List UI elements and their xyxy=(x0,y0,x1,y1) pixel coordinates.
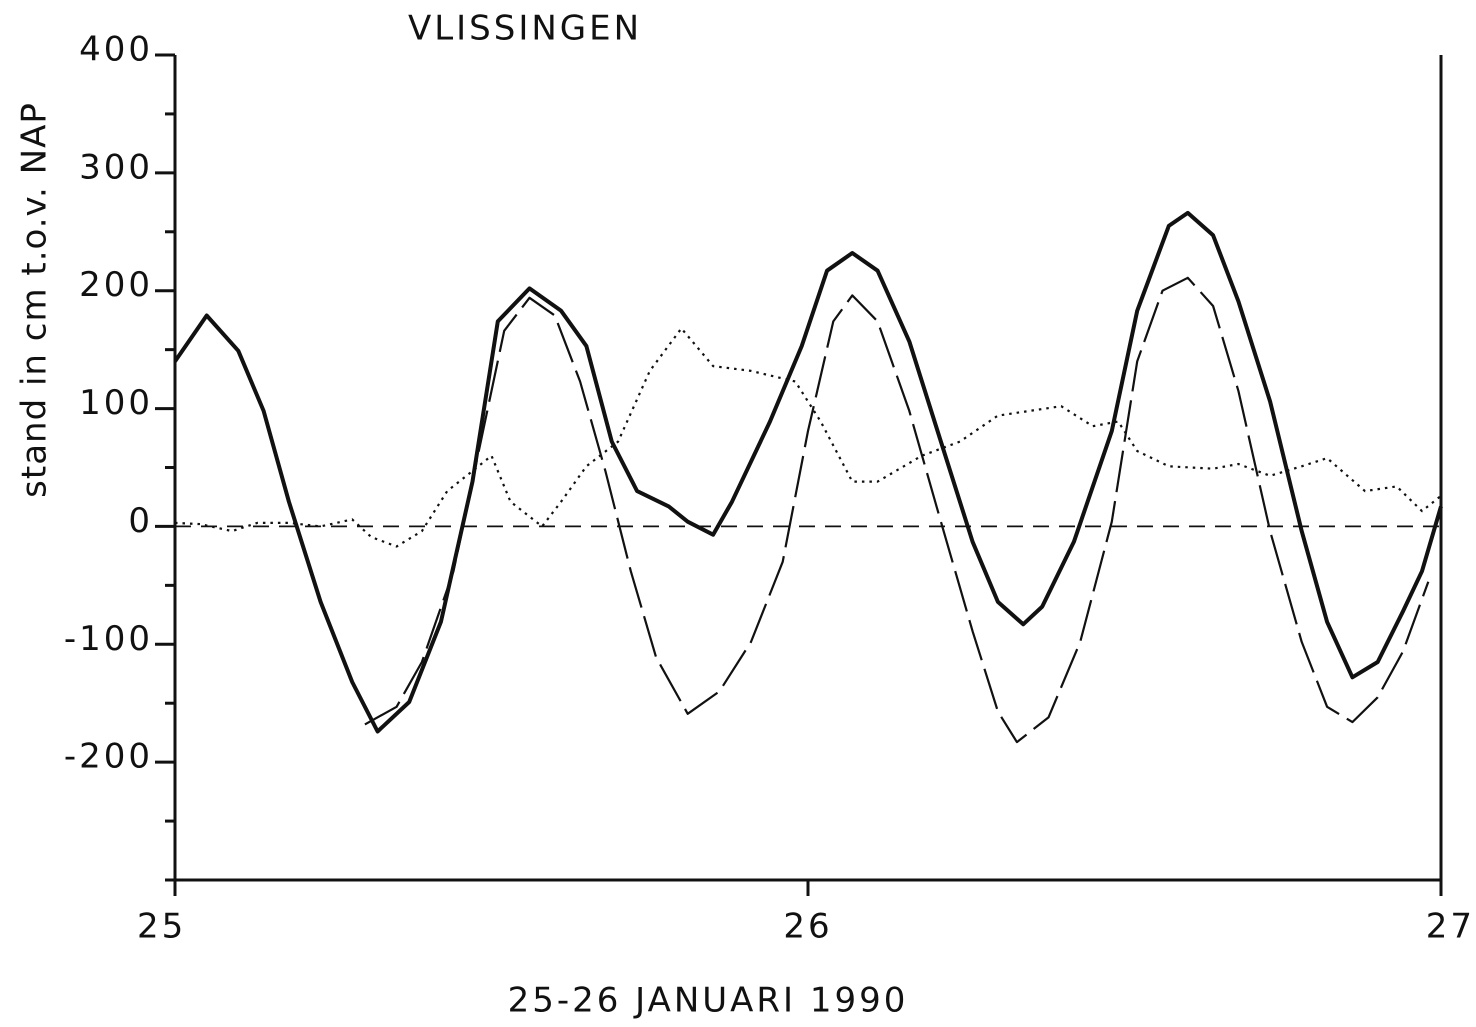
chart-title: VLISSINGEN xyxy=(408,9,642,49)
x-tick-label: 25 xyxy=(137,907,186,947)
y-tick-label: 400 xyxy=(79,30,153,70)
y-tick-label: -100 xyxy=(64,619,153,659)
y-tick-label: 100 xyxy=(79,383,153,423)
y-tick-label: 0 xyxy=(128,501,153,541)
x-tick-label: 27 xyxy=(1426,907,1475,947)
y-tick-label: 300 xyxy=(79,147,153,187)
y-tick-label: -200 xyxy=(64,737,153,777)
line-series xyxy=(173,210,1443,734)
axis-frame xyxy=(173,55,1443,882)
line-series xyxy=(174,327,1442,548)
y-tick-label: 200 xyxy=(79,265,153,305)
x-axis-label: 25-26 JANUARI 1990 xyxy=(508,981,909,1021)
x-tick-label: 26 xyxy=(783,907,832,947)
line-series xyxy=(364,276,1430,744)
y-axis-label: stand in cm t.o.v. NAP xyxy=(15,102,55,498)
